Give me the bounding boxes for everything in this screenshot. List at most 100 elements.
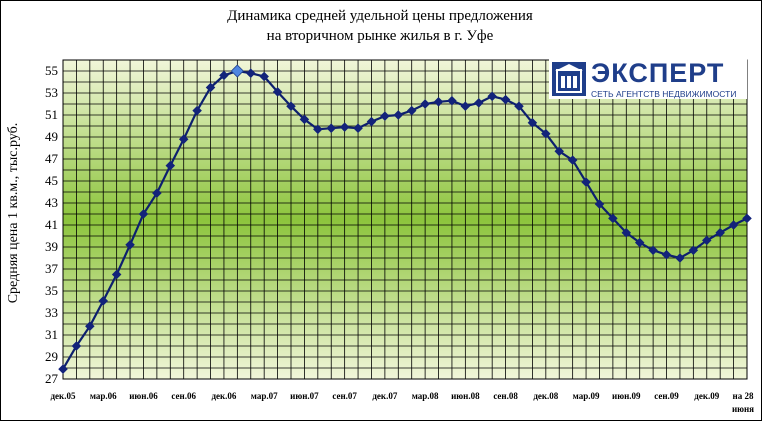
y-tick-label: 29: [45, 349, 58, 364]
brand-name: ЭКСПЕРТ: [591, 58, 725, 88]
data-point: [728, 220, 739, 230]
x-tick-label: на 28: [733, 391, 754, 401]
data-point: [125, 240, 135, 250]
data-point: [353, 123, 363, 133]
data-point: [715, 227, 725, 238]
data-point: [313, 124, 323, 135]
data-point: [581, 177, 591, 187]
data-point: [165, 160, 176, 171]
x-tick-label: мар.06: [90, 391, 117, 401]
data-point: [219, 70, 229, 81]
x-tick-label: июн.06: [129, 391, 158, 401]
data-point: [433, 97, 444, 107]
x-tick-label: мар.09: [573, 391, 600, 401]
data-point: [554, 146, 565, 157]
data-point: [152, 188, 162, 198]
x-tick-label: дек.09: [694, 391, 719, 401]
data-point: [447, 95, 457, 106]
data-point: [661, 249, 672, 260]
x-tick-label: июн.09: [612, 391, 641, 401]
data-point: [648, 245, 658, 256]
data-point: [205, 82, 216, 93]
y-tick-label: 33: [45, 305, 58, 320]
x-tick-label: сен.09: [654, 391, 679, 401]
x-tick-label: сен.06: [171, 391, 196, 401]
data-point: [514, 101, 524, 111]
data-point: [366, 116, 377, 127]
chart-title-line2: на вторичном рынке жилья в г. Уфе: [266, 28, 494, 44]
x-tick-label: дек.06: [211, 391, 236, 401]
data-point: [406, 105, 417, 116]
data-point: [339, 122, 350, 132]
data-point: [527, 117, 538, 128]
x-tick-label: дек.08: [533, 391, 558, 401]
data-point: [594, 199, 605, 209]
series-line: [62, 69, 748, 370]
y-tick-label: 53: [45, 85, 58, 100]
data-point: [380, 111, 390, 121]
data-point: [286, 101, 296, 111]
brand-logo: ЭКСПЕРТ СЕТЬ АГЕНТСТВ НЕДВИЖИМОСТИ: [549, 58, 747, 99]
data-point: [460, 101, 471, 111]
data-point: [621, 227, 632, 238]
x-tick-label: мар.07: [251, 391, 278, 401]
y-axis: 27 29 31 33 35 37 39 41 43 45 47 49 51 53 55: [45, 63, 59, 386]
data-point: [245, 68, 256, 78]
data-point: [473, 98, 484, 108]
y-tick-label: 45: [45, 173, 58, 188]
y-tick-label: 37: [45, 261, 59, 276]
x-tick-label: июня: [732, 404, 754, 414]
data-point: [567, 155, 578, 165]
x-axis: дек.05 мар.06 июн.06 сен.06 дек.06 мар.07 июн.…: [51, 391, 755, 414]
y-axis-label: Средняя цена 1 кв.м., тыс.руб.: [6, 122, 21, 304]
data-point: [71, 341, 82, 351]
data-point: [608, 213, 618, 224]
series: [58, 64, 752, 374]
y-tick-label: 51: [45, 107, 58, 122]
building-icon: [552, 62, 586, 96]
data-point: [192, 105, 202, 116]
data-point: [111, 269, 122, 280]
data-point: [138, 209, 149, 219]
data-point: [500, 94, 511, 105]
data-point: [675, 253, 685, 263]
y-tick-label: 43: [45, 195, 58, 210]
data-point: [178, 134, 189, 144]
y-tick-label: 49: [45, 129, 58, 144]
data-point: [259, 71, 269, 82]
data-point: [634, 237, 645, 248]
x-tick-label: сен.08: [493, 391, 518, 401]
data-point: [688, 245, 699, 256]
y-tick-label: 35: [45, 283, 58, 298]
data-point: [85, 321, 95, 331]
data-point: [420, 99, 430, 109]
data-point: [98, 296, 109, 306]
y-tick-label: 39: [45, 239, 58, 254]
data-point: [299, 114, 310, 125]
data-point: [393, 110, 404, 120]
x-tick-label: июн.07: [290, 391, 319, 401]
x-tick-label: июн.08: [451, 391, 480, 401]
x-tick-label: дек.05: [51, 391, 76, 401]
data-point-highlighted: [230, 64, 244, 78]
y-tick-label: 27: [45, 371, 59, 386]
data-point: [487, 91, 497, 102]
x-tick-label: мар.08: [412, 391, 439, 401]
y-tick-label: 55: [45, 63, 58, 78]
data-point: [701, 235, 712, 246]
data-point: [272, 87, 283, 97]
y-tick-label: 31: [45, 327, 58, 342]
data-point: [541, 128, 551, 139]
grid: [62, 59, 748, 380]
data-point: [742, 213, 752, 224]
x-tick-label: дек.07: [372, 391, 397, 401]
brand-tagline: СЕТЬ АГЕНТСТВ НЕДВИЖИМОСТИ: [591, 89, 737, 99]
data-point: [326, 123, 337, 133]
data-point: [58, 364, 68, 374]
chart-title-line1: Динамика средней удельной цены предложен…: [227, 8, 533, 24]
x-tick-label: сен.07: [332, 391, 357, 401]
plot-area: [63, 60, 747, 379]
y-tick-label: 47: [45, 151, 59, 166]
y-tick-label: 41: [45, 217, 58, 232]
